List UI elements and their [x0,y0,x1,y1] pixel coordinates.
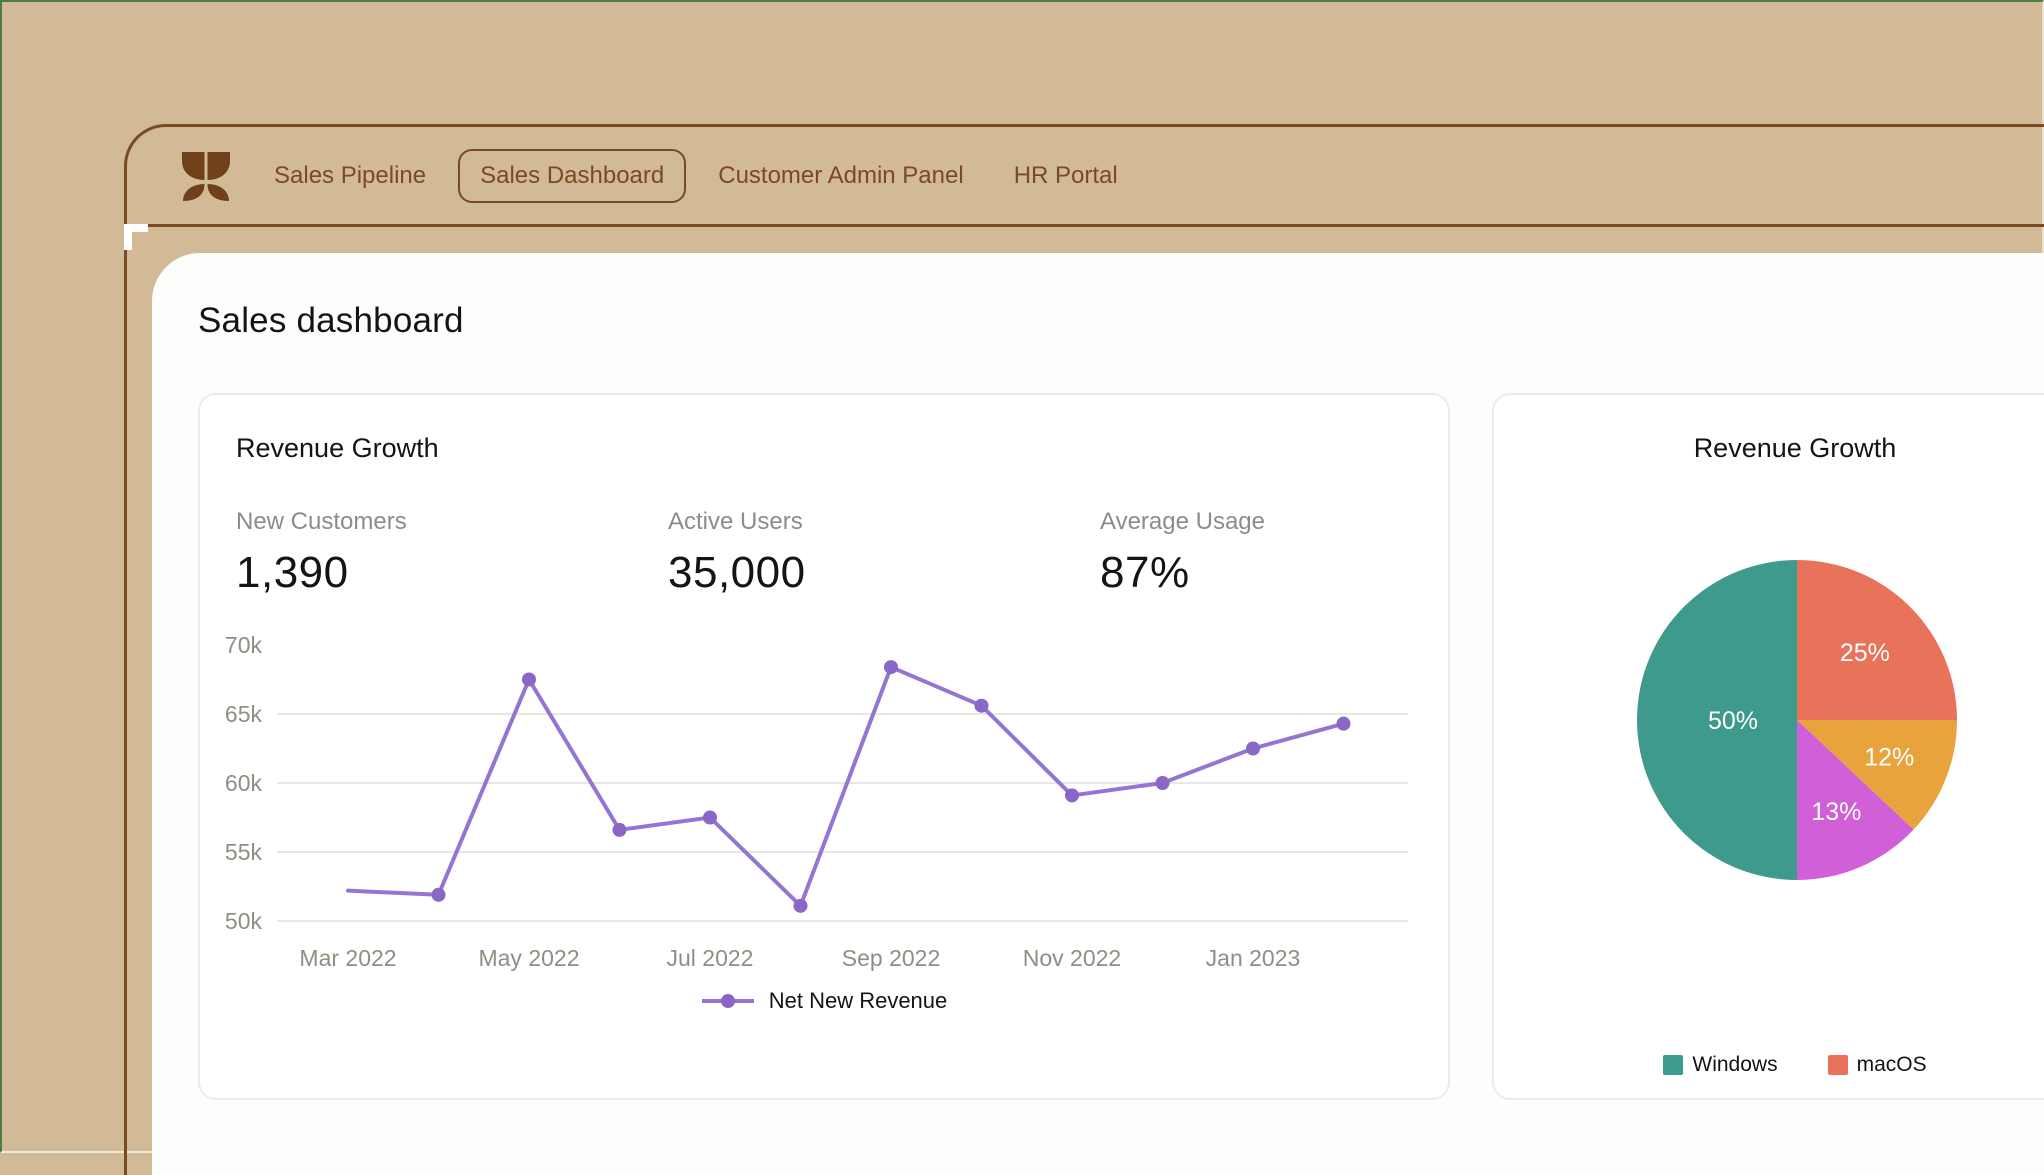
svg-text:Nov 2022: Nov 2022 [1023,945,1121,971]
top-navbar: Sales Pipeline Sales Dashboard Customer … [127,127,2044,227]
svg-text:Mar 2022: Mar 2022 [299,945,396,971]
svg-text:60k: 60k [225,770,263,796]
stat-value: 35,000 [668,548,1100,598]
tulip-logo-icon [180,150,232,202]
svg-text:55k: 55k [225,839,263,865]
stat-label: Active Users [668,508,1100,536]
stat-new-customers: New Customers 1,390 [236,508,668,598]
svg-text:13%: 13% [1811,798,1861,826]
pie-card-title: Revenue Growth [1494,433,2044,464]
svg-text:25%: 25% [1840,639,1890,667]
tab-sales-dashboard[interactable]: Sales Dashboard [458,149,686,203]
svg-text:70k: 70k [225,632,263,658]
os-share-pie-chart: 25% 12%13% 50% [1617,540,1977,900]
svg-text:12%: 12% [1864,744,1914,772]
stat-label: New Customers [236,508,668,536]
stat-value: 87% [1100,548,1265,598]
pie-legend-label: Windows [1692,1053,1777,1077]
tab-hr-portal[interactable]: HR Portal [996,149,1136,203]
pie-legend-item-windows: Windows [1663,1053,1777,1077]
page-title: Sales dashboard [198,301,2044,341]
macos-swatch-icon [1828,1055,1848,1075]
main-panel: Sales dashboard Revenue Growth New Custo… [152,253,2044,1175]
app-window: Sales Pipeline Sales Dashboard Customer … [124,124,2044,1175]
stats-row: New Customers 1,390 Active Users 35,000 … [236,508,1412,598]
svg-text:50k: 50k [225,908,263,934]
stat-label: Average Usage [1100,508,1265,536]
pie-legend-label: macOS [1857,1053,1927,1077]
cards-row: Revenue Growth New Customers 1,390 Activ… [198,393,2044,1100]
line-chart-legend: Net New Revenue [236,988,1412,1014]
svg-text:Jan 2023: Jan 2023 [1206,945,1301,971]
stat-average-usage: Average Usage 87% [1100,508,1265,598]
svg-text:Jul 2022: Jul 2022 [667,945,754,971]
svg-text:Sep 2022: Sep 2022 [842,945,940,971]
legend-label: Net New Revenue [769,988,948,1014]
stat-value: 1,390 [236,548,668,598]
revenue-growth-line-card: Revenue Growth New Customers 1,390 Activ… [198,393,1450,1100]
pie-legend-item-macos: macOS [1828,1053,1927,1077]
svg-text:May 2022: May 2022 [478,945,579,971]
svg-text:50%: 50% [1708,707,1758,735]
svg-text:65k: 65k [225,701,263,727]
stat-active-users: Active Users 35,000 [668,508,1100,598]
pie-legend: Windows macOS [1494,1053,2044,1077]
legend-line-icon [701,993,755,1009]
revenue-growth-pie-card: Revenue Growth 25% 12%13% 50% Windows macO… [1492,393,2044,1100]
windows-swatch-icon [1663,1055,1683,1075]
net-new-revenue-line-chart: 50k 55k 60k 65k 70k Mar 2022 May 2022 Jul 2022 S… [222,626,1434,978]
tab-customer-admin-panel[interactable]: Customer Admin Panel [700,149,981,203]
panel-corner-notch [124,224,150,250]
tab-sales-pipeline[interactable]: Sales Pipeline [256,149,444,203]
line-card-title: Revenue Growth [236,433,1412,464]
